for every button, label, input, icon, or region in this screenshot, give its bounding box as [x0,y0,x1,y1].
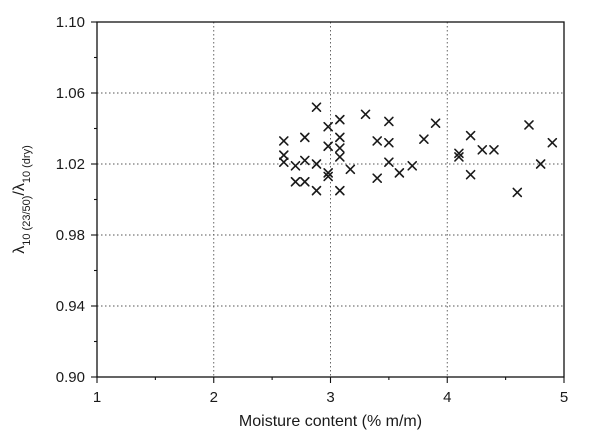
data-point [524,120,534,130]
data-point [323,168,333,178]
data-points [278,102,558,198]
data-point [465,169,476,180]
data-point [384,116,394,127]
x-axis-tick-labels: 1 2 3 4 5 [93,389,568,406]
x-tick-label: 3 [326,389,334,406]
data-point [311,185,322,196]
y-axis-title-slash: / [11,191,28,196]
y-tick-label: 0.98 [56,227,85,244]
data-point [454,148,464,159]
y-axis-title-lambda-1: λ [11,246,28,254]
data-point [345,164,356,175]
y-axis-title-subscript-1: 10 (23/50) [21,196,33,246]
data-point [300,176,310,187]
data-point [290,160,301,171]
y-axis-title-subscript-2: 10 (dry) [21,145,33,183]
data-point [278,136,289,146]
data-point [335,143,345,153]
data-point [547,137,558,148]
y-tick-label: 1.10 [56,14,85,31]
y-tick-label: 0.94 [56,298,85,315]
data-point [372,136,383,146]
data-point [477,145,488,155]
data-point [384,137,394,148]
data-point [335,185,345,196]
data-point [300,155,310,166]
data-point [419,134,429,144]
data-point [394,168,405,178]
y-tick-label: 1.02 [56,156,85,173]
data-point [278,150,289,160]
x-tick-label: 4 [443,389,451,406]
data-point [335,114,345,125]
data-point [335,152,345,162]
x-tick-label: 5 [560,389,568,406]
data-point [489,145,499,155]
data-point [465,130,476,141]
data-point [323,171,333,182]
data-point [512,187,523,198]
x-tick-label: 2 [210,389,218,406]
data-point [311,159,322,169]
data-point [384,157,394,168]
data-point [430,118,441,128]
x-tick-label: 1 [93,389,101,406]
data-point [454,152,464,162]
y-axis-title-lambda-2: λ [11,183,28,191]
x-axis-title: Moisture content (% m/m) [239,413,422,430]
data-point [360,109,371,120]
y-tick-label: 1.06 [56,85,85,102]
grid-lines [97,22,564,377]
data-point [335,132,345,143]
data-point [372,173,383,183]
data-point [290,176,301,187]
data-point [323,121,333,132]
data-point [300,132,310,143]
data-point [407,160,418,171]
y-tick-label: 0.90 [56,369,85,386]
y-axis-title: λ10 (23/50)/λ10 (dry) [11,145,33,254]
data-point [278,157,289,168]
data-point [323,141,333,152]
y-axis-tick-labels: 0.90 0.94 0.98 1.02 1.06 1.10 [56,14,85,386]
plot-frame [96,21,565,378]
axis-ticks [91,21,565,383]
data-point [311,102,322,112]
data-point [535,159,546,169]
